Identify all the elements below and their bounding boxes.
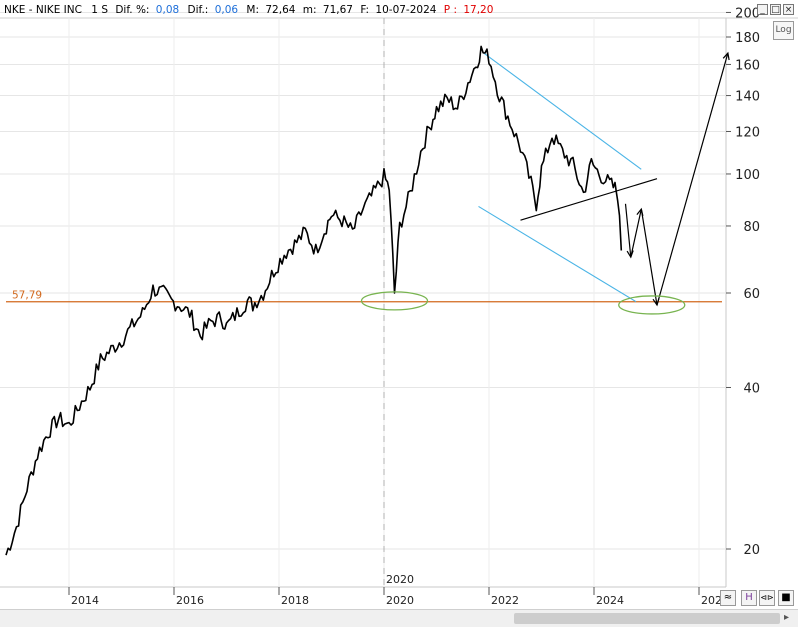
chart-header: NKE - NIKE INC 1 S Dif. %: 0,08 Dif.: 0,… [4,4,493,16]
x-tick-label: 2022 [491,594,519,607]
cursor-date-label: 2020 [386,573,414,586]
y-tick-label: 160 [735,58,760,73]
y-tick-label: 100 [735,168,760,183]
forecast-arrowhead [626,250,634,259]
max-value: 72,64 [265,4,295,16]
y-tick-label: 180 [735,31,760,46]
y-tick-label: 140 [735,90,760,105]
gridlines [0,11,726,550]
symbol: NKE [4,4,25,16]
y-tick-label: 120 [735,125,760,140]
forecast-arrowhead [652,298,660,307]
y-tick-label: 40 [743,381,760,396]
x-tick-label: 2018 [281,594,309,607]
dif-pct-label: Dif. %: [115,4,149,16]
x-tick-label: 2024 [596,594,624,607]
scrollbar-thumb[interactable] [514,613,780,624]
wedge-support-line [520,178,658,221]
lower-channel-line [478,205,637,303]
toolbar-wave-button[interactable]: ≈ [720,590,736,606]
min-label: m: [303,4,317,16]
support-level-label: 57,79 [12,290,42,302]
drawing-annotations [6,52,722,303]
horizontal-scrollbar[interactable]: ▸ [0,609,798,627]
date-label: F: [360,4,369,16]
date-value: 10-07-2024 [375,4,436,16]
scroll-right-icon[interactable]: ▸ [784,612,790,623]
toolbar-range-button[interactable]: ⊲⊳ [759,590,775,606]
price-line [5,45,623,556]
close-button[interactable]: × [783,4,794,15]
company-name: NIKE INC [36,4,82,16]
minimize-button[interactable]: _ [757,4,768,15]
y-tick-label: 80 [743,220,760,235]
highlight-ellipse [618,295,686,315]
maximize-button[interactable]: □ [770,4,781,15]
dif-label: Dif.: [188,4,209,16]
y-tick-label: 200 [735,6,760,21]
x-tick-label: 2014 [71,594,99,607]
forecast-arrowhead [722,51,730,61]
dif-value: 0,06 [215,4,239,16]
max-label: M: [246,4,259,16]
x-gridlines [68,18,700,587]
min-value: 71,67 [323,4,353,16]
price-label: P : [444,4,457,16]
overlay-annotations [360,51,730,315]
toolbar-color-button[interactable]: ■ [778,590,794,606]
price-value: 17,20 [463,4,493,16]
y-tick-label: 20 [743,543,760,558]
price-series [5,45,623,556]
x-tick-label: 2016 [176,594,204,607]
forecast-arrowhead [636,207,644,217]
x-tick-label: 2020 [386,594,414,607]
log-scale-button[interactable]: Log [773,21,794,40]
y-tick-labels: 20 40 60 80 100 120 140 160 180 200 [726,6,760,558]
toolbar-save-button[interactable]: H [741,590,757,606]
dif-pct-value: 0,08 [156,4,179,16]
y-tick-label: 60 [743,287,760,302]
period: 1 S [91,4,108,16]
highlight-ellipse [360,291,429,311]
upper-channel-line [483,52,642,170]
